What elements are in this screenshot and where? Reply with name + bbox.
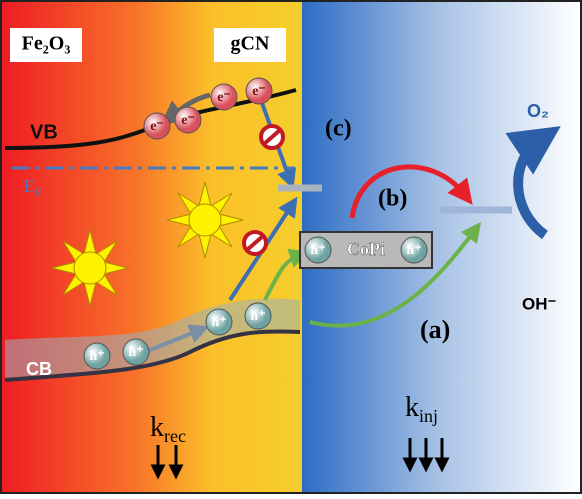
band-label: VB (30, 121, 58, 143)
carrier-label: e⁻ (217, 90, 231, 105)
carrier-ball (210, 83, 238, 111)
carrier: h⁺ (244, 302, 272, 330)
carrier-ball (83, 342, 111, 370)
arrow (505, 126, 561, 240)
carrier-label: h⁺ (310, 243, 325, 258)
carrier-ball (304, 236, 332, 264)
sun (166, 181, 244, 259)
carrier-ball (174, 106, 202, 134)
carrier-label: h⁺ (89, 349, 104, 364)
carrier-label: e⁻ (150, 119, 164, 134)
label-box (214, 28, 286, 62)
path-label: (b) (378, 186, 407, 212)
cb-edge (4, 329, 301, 382)
material-label: gCN (231, 33, 270, 55)
carrier-ball (205, 308, 233, 336)
copi-label: CoPi (347, 239, 385, 259)
material-label: Fe₂O₃ (22, 33, 71, 55)
carrier-label: h⁺ (128, 345, 143, 360)
carrier-ball (400, 236, 428, 264)
path-label: (c) (325, 116, 352, 142)
arrow (309, 222, 482, 328)
band-label: CB (26, 359, 52, 379)
carrier: e⁻ (210, 83, 238, 111)
carrier: h⁺ (122, 338, 150, 366)
fermi-label: EF (24, 176, 42, 199)
rate-arrows (150, 438, 450, 480)
carrier: e⁻ (245, 77, 273, 105)
label-box (10, 28, 82, 62)
carrier: h⁺ (205, 308, 233, 336)
arrow (263, 248, 310, 301)
carrier: e⁻ (174, 106, 202, 134)
carrier-ball (244, 302, 272, 330)
carrier-ball (245, 77, 273, 105)
carrier-label: h⁺ (406, 243, 421, 258)
rate-label: krec (150, 412, 186, 446)
carrier-label: h⁺ (211, 315, 226, 330)
carrier-label: h⁺ (250, 309, 265, 324)
carrier: h⁺ (83, 342, 111, 370)
sun (51, 229, 129, 307)
path-label: (a) (420, 315, 450, 344)
reactant-label: OH⁻ (522, 294, 557, 313)
carrier: h⁺ (400, 236, 428, 264)
arrow (160, 92, 211, 126)
arrow (349, 164, 473, 219)
forbidden (259, 124, 285, 150)
product-label: O₂ (527, 101, 549, 121)
rate-label: kinj (405, 392, 438, 426)
carrier-ball (122, 338, 150, 366)
carrier: e⁻ (143, 112, 171, 140)
carrier-label: e⁻ (252, 84, 266, 99)
carrier-label: e⁻ (181, 113, 195, 128)
carrier-ball (143, 112, 171, 140)
carrier: h⁺ (304, 236, 332, 264)
forbidden (242, 230, 268, 256)
